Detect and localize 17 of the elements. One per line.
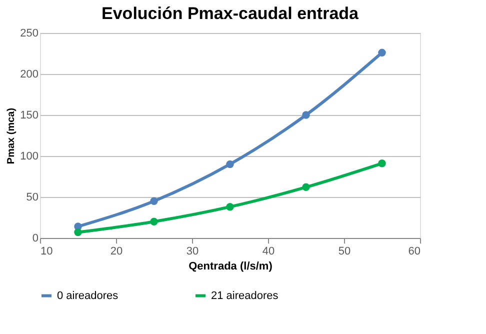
- x-tick-label: 60: [408, 246, 420, 258]
- y-tick-label: 200: [20, 68, 38, 80]
- chart-title: Evolución Pmax-caudal entrada: [102, 4, 360, 23]
- y-tick-label: 100: [20, 150, 38, 162]
- x-tick-label: 40: [262, 246, 275, 258]
- legend-label: 0 aireadores: [57, 290, 119, 302]
- x-axis-title: Qentrada (l/s/m): [188, 260, 273, 272]
- y-tick-label: 0: [32, 232, 38, 244]
- y-tick-label: 250: [20, 28, 38, 40]
- x-tick-label: 30: [186, 246, 199, 258]
- y-tick-label: 50: [26, 192, 38, 204]
- legend-label: 21 aireadores: [211, 290, 279, 302]
- y-tick-label: 150: [20, 110, 38, 122]
- x-tick-label: 20: [110, 246, 123, 258]
- x-tick-label: 10: [40, 246, 53, 258]
- x-tick-label: 50: [338, 246, 351, 258]
- y-axis-title: Pmax (mca): [6, 108, 18, 164]
